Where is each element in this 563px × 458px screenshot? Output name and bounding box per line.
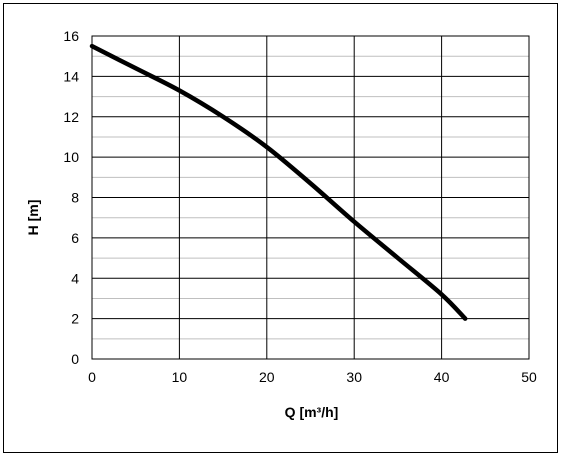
minor-grid: [92, 55, 529, 340]
y-tick-label: 2: [71, 311, 79, 327]
x-tick-label: 0: [88, 369, 96, 385]
y-tick-label: 12: [63, 109, 79, 125]
chart-frame: [3, 3, 558, 453]
x-tick-labels: 0 10 20 30 40 50: [88, 369, 537, 385]
y-tick-label: 8: [71, 190, 79, 206]
series-line: [89, 43, 468, 321]
series-layer: [89, 43, 468, 321]
x-tick-label: 50: [521, 369, 537, 385]
y-axis-title: H [m]: [25, 200, 41, 236]
plot-area-border: [91, 35, 530, 360]
y-tick-label: 6: [71, 230, 79, 246]
x-tick-label: 30: [346, 369, 362, 385]
x-tick-label: 20: [259, 369, 275, 385]
x-axis-title: Q [m³/h]: [285, 404, 339, 420]
major-grid: [92, 36, 529, 359]
y-tick-label: 14: [63, 68, 79, 84]
y-tick-labels: 0 2 4 6 8 10 12 14 16: [63, 28, 79, 367]
y-tick-label: 0: [71, 351, 79, 367]
x-tick-label: 10: [172, 369, 188, 385]
y-tick-label: 4: [71, 270, 79, 286]
y-tick-label: 16: [63, 28, 79, 44]
y-tick-label: 10: [63, 149, 79, 165]
x-tick-label: 40: [434, 369, 450, 385]
